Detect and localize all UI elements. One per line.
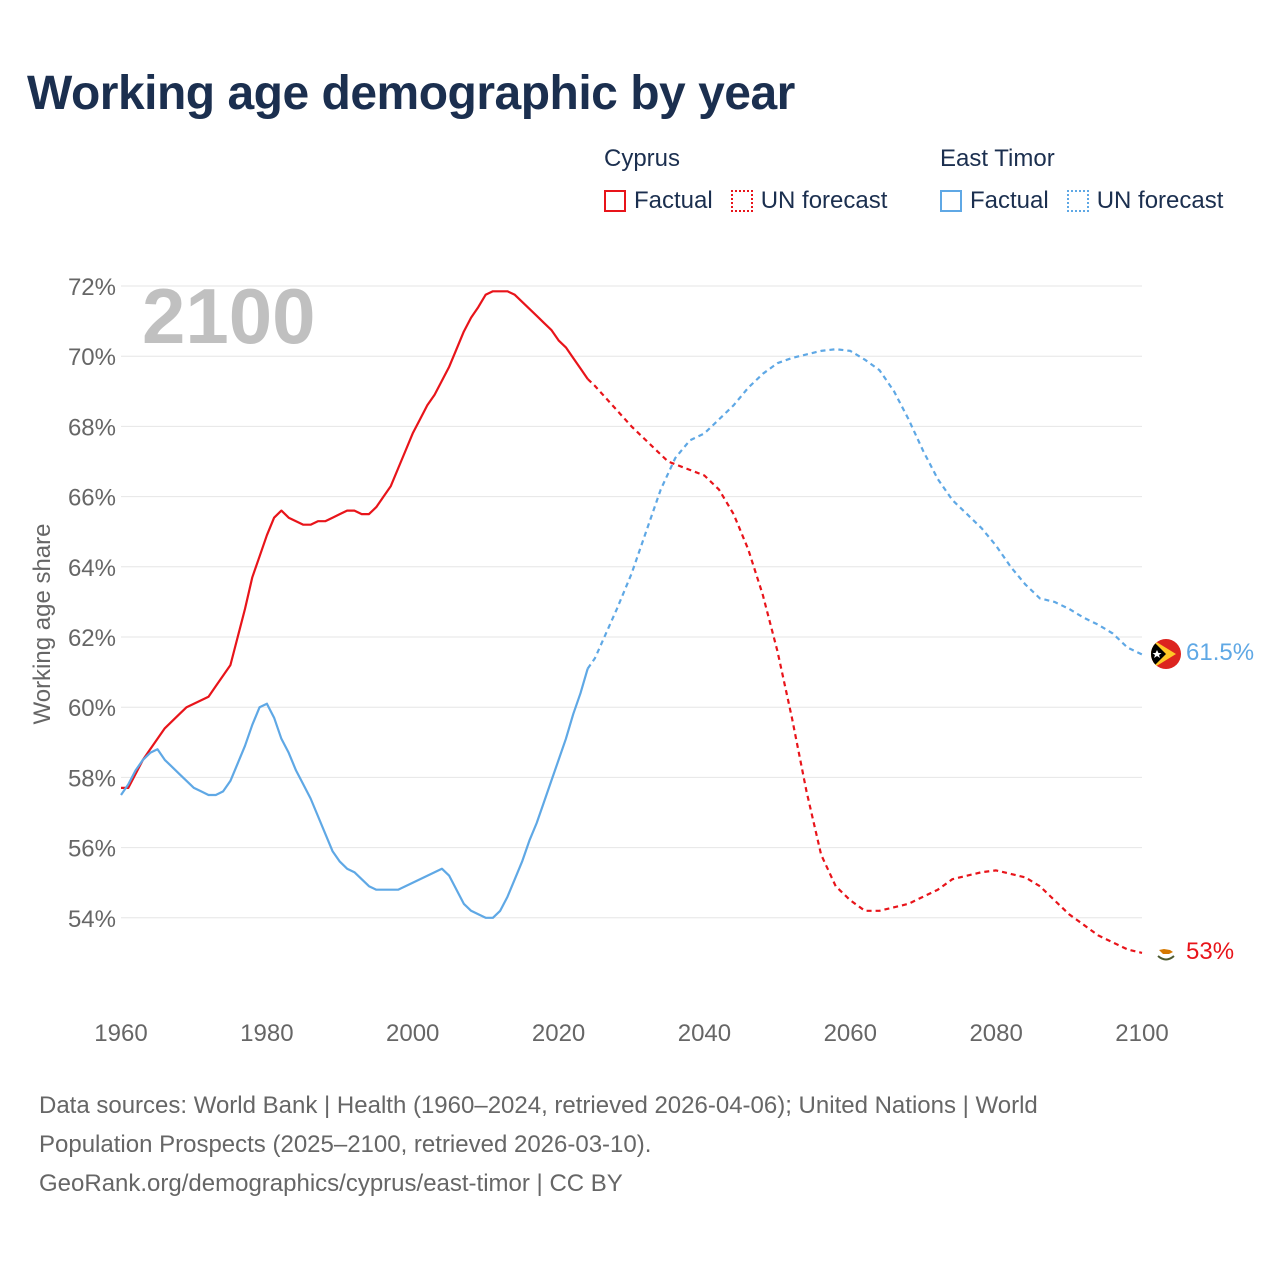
legend-group-name: East Timor [940, 145, 1055, 172]
y-tick-label: 58% [68, 765, 116, 792]
x-tick-label: 2000 [386, 1020, 439, 1047]
y-tick-label: 68% [68, 414, 116, 441]
east-timor-factual-line [120, 668, 589, 919]
series-lines [120, 290, 1143, 954]
y-tick-label: 72% [68, 274, 116, 301]
y-axis-label: Working age share [29, 524, 56, 725]
year-watermark: 2100 [142, 272, 316, 360]
legend-factual-label: Factual [970, 187, 1049, 214]
end-value-cyprus: 53% [1186, 938, 1234, 965]
footer-line: Data sources: World Bank | Health (1960–… [39, 1092, 1038, 1119]
east-timor-flag-icon [1151, 639, 1181, 669]
cyprus-forecast-line [586, 378, 1143, 954]
y-tick-label: 56% [68, 836, 116, 863]
footer-line: Population Prospects (2025–2100, retriev… [39, 1131, 652, 1158]
legend-forecast-swatch [730, 190, 753, 212]
legend-forecast-label: UN forecast [760, 187, 888, 214]
chart-title: Working age demographic by year [27, 67, 795, 120]
y-axis-ticks: 72% 70% 68% 66% 64% 62% 60% 58% 56% 54% [68, 274, 116, 933]
east-timor-forecast-line [586, 348, 1143, 670]
x-tick-label: 2040 [678, 1020, 731, 1047]
footer-sources: Data sources: World Bank | Health (1960–… [39, 1086, 1239, 1203]
y-tick-label: 70% [68, 344, 116, 371]
legend-factual-swatch [604, 190, 626, 212]
legend-group-name: Cyprus [604, 145, 681, 172]
cyprus-flag-icon [1151, 939, 1181, 969]
legend-east-timor: East Timor Factual UN forecast [940, 144, 1223, 216]
y-tick-label: 66% [68, 485, 116, 512]
legend-factual-swatch [940, 190, 962, 212]
legend-cyprus: Cyprus Factual UN forecast [604, 144, 905, 216]
y-tick-label: 64% [68, 555, 116, 582]
x-tick-label: 1980 [240, 1020, 293, 1047]
x-tick-label: 2100 [1115, 1020, 1168, 1047]
x-tick-label: 2020 [532, 1020, 585, 1047]
legend-factual-label: Factual [634, 187, 713, 214]
x-tick-label: 1960 [94, 1020, 147, 1047]
x-axis-ticks: 1960 1980 2000 2020 2040 2060 2080 2100 [94, 1020, 1168, 1047]
y-tick-label: 60% [68, 695, 116, 722]
y-tick-label: 54% [68, 906, 116, 933]
x-tick-label: 2080 [969, 1020, 1022, 1047]
x-tick-label: 2060 [824, 1020, 877, 1047]
end-value-east-timor: 61.5% [1186, 639, 1254, 666]
legend-forecast-label: UN forecast [1096, 187, 1224, 214]
cyprus-factual-line [121, 290, 589, 790]
legend-forecast-swatch [1066, 190, 1089, 212]
gridlines [121, 285, 1142, 919]
y-tick-label: 62% [68, 625, 116, 652]
footer-line[interactable]: GeoRank.org/demographics/cyprus/east-tim… [39, 1170, 623, 1197]
